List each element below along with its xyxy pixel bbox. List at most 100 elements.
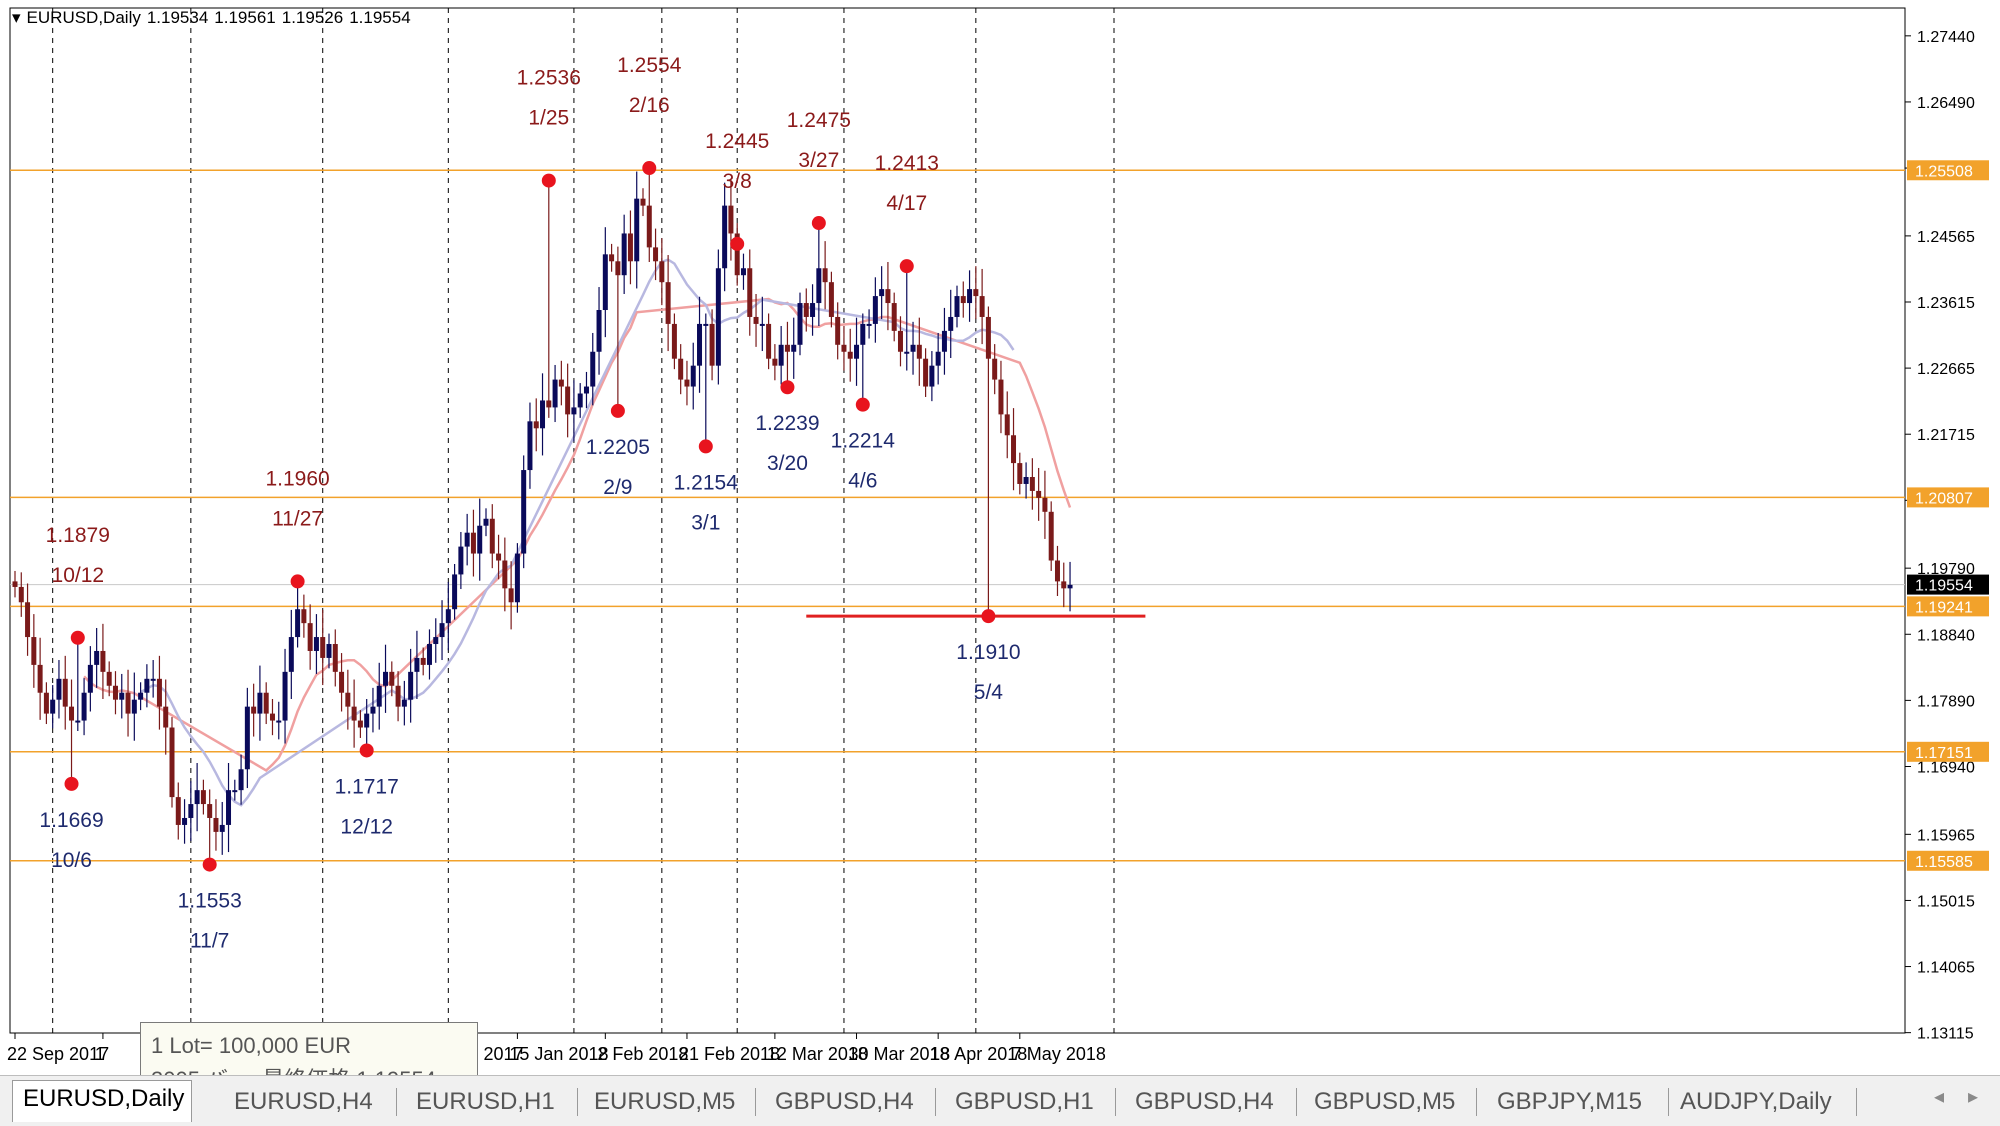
candle-body[interactable] [835, 316, 841, 345]
candle-body[interactable] [602, 254, 608, 311]
candle-body[interactable] [640, 198, 646, 206]
candle-body[interactable] [615, 261, 621, 276]
candle-body[interactable] [596, 310, 602, 352]
candle-body[interactable] [1048, 511, 1054, 561]
candle-body[interactable] [150, 678, 156, 681]
candle-body[interactable] [251, 706, 257, 714]
scroll-left-icon[interactable]: ◂ [1934, 1086, 1945, 1108]
candle-body[interactable] [904, 351, 910, 354]
candle-body[interactable] [747, 268, 753, 317]
candle-body[interactable] [998, 379, 1004, 415]
candle-body[interactable] [728, 205, 734, 234]
candle-body[interactable] [646, 205, 652, 248]
candle-body[interactable] [935, 351, 941, 366]
candle-body[interactable] [627, 233, 633, 262]
candle-body[interactable] [797, 303, 803, 345]
candle-body[interactable] [31, 637, 37, 665]
candle-body[interactable] [226, 790, 232, 825]
candle-body[interactable] [583, 386, 589, 394]
candle-body[interactable] [502, 560, 508, 589]
candle-body[interactable] [897, 330, 903, 352]
candle-body[interactable] [25, 602, 31, 638]
candle-body[interactable] [508, 588, 514, 603]
candle-body[interactable] [634, 198, 640, 262]
candle-body[interactable] [810, 303, 816, 317]
tab-eurusd-daily[interactable]: EURUSD,Daily [12, 1080, 192, 1122]
candle-body[interactable] [464, 532, 470, 547]
candle-body[interactable] [784, 344, 790, 352]
candle-body[interactable] [872, 296, 878, 324]
candle-body[interactable] [489, 518, 495, 554]
candle-body[interactable] [420, 657, 426, 665]
candle-body[interactable] [364, 713, 370, 728]
candle-body[interactable] [1023, 477, 1029, 484]
candle-body[interactable] [257, 692, 263, 714]
candle-body[interactable] [81, 692, 87, 721]
candle-body[interactable] [357, 720, 363, 728]
candle-body[interactable] [163, 706, 169, 728]
candle-body[interactable] [722, 205, 728, 269]
candle-body[interactable] [665, 282, 671, 324]
tab-gbpusd-h1[interactable]: GBPUSD,H1 [955, 1088, 1094, 1115]
candle-body[interactable] [43, 692, 49, 714]
candle-body[interactable] [339, 671, 345, 693]
candle-body[interactable] [219, 824, 225, 832]
candle-body[interactable] [847, 351, 853, 359]
candle-body[interactable] [138, 692, 144, 700]
candle-body[interactable] [653, 247, 659, 262]
candle-body[interactable] [18, 586, 24, 603]
candle-body[interactable] [125, 692, 131, 714]
candle-body[interactable] [791, 344, 797, 352]
candle-body[interactable] [540, 400, 546, 429]
candle-body[interactable] [772, 358, 778, 366]
candle-body[interactable] [301, 609, 307, 624]
tab-gbpusd-h4-2[interactable]: GBPUSD,H4 [1135, 1088, 1274, 1115]
price-chart[interactable]: 1.187910/121.166910/61.155311/71.196011/… [0, 0, 2000, 1075]
candle-body[interactable] [891, 303, 897, 331]
candle-body[interactable] [282, 671, 288, 721]
candle-body[interactable] [445, 609, 451, 624]
candle-body[interactable] [816, 268, 822, 304]
dropdown-arrow-icon[interactable]: ▾ [12, 8, 21, 27]
tab-gbpjpy-m15[interactable]: GBPJPY,M15 [1497, 1088, 1642, 1115]
candle-body[interactable] [552, 379, 558, 408]
candle-body[interactable] [671, 323, 677, 359]
candle-body[interactable] [383, 671, 389, 686]
candle-body[interactable] [910, 344, 916, 352]
candle-body[interactable] [766, 323, 772, 359]
candle-body[interactable] [697, 323, 703, 366]
candle-body[interactable] [56, 678, 62, 700]
candle-body[interactable] [175, 797, 181, 825]
candle-body[interactable] [866, 323, 872, 326]
candle-body[interactable] [408, 671, 414, 700]
scroll-right-icon[interactable]: ▸ [1968, 1086, 1979, 1108]
candle-body[interactable] [144, 678, 150, 693]
candle-body[interactable] [803, 303, 809, 317]
tab-eurusd-m5[interactable]: EURUSD,M5 [594, 1088, 736, 1115]
candle-body[interactable] [119, 692, 125, 700]
candle-body[interactable] [854, 344, 860, 359]
candle-body[interactable] [684, 379, 690, 387]
candle-body[interactable] [527, 421, 533, 471]
candle-body[interactable] [860, 323, 866, 345]
candle-body[interactable] [709, 323, 715, 366]
candle-body[interactable] [169, 727, 175, 798]
candle-body[interactable] [426, 644, 432, 665]
candle-body[interactable] [433, 637, 439, 645]
candle-body[interactable] [985, 316, 991, 359]
candle-body[interactable] [244, 706, 250, 770]
candle-body[interactable] [533, 421, 539, 429]
candle-body[interactable] [703, 323, 709, 326]
candle-body[interactable] [678, 358, 684, 380]
candle-body[interactable] [690, 365, 696, 387]
candle-body[interactable] [213, 817, 219, 832]
candle-body[interactable] [313, 637, 319, 651]
candle-body[interactable] [828, 282, 834, 317]
candle-body[interactable] [376, 685, 382, 707]
candle-body[interactable] [87, 664, 93, 693]
candle-body[interactable] [238, 769, 244, 791]
candle-body[interactable] [439, 623, 445, 638]
candle-body[interactable] [452, 574, 458, 610]
candle-body[interactable] [12, 581, 18, 587]
candle-body[interactable] [477, 525, 483, 554]
